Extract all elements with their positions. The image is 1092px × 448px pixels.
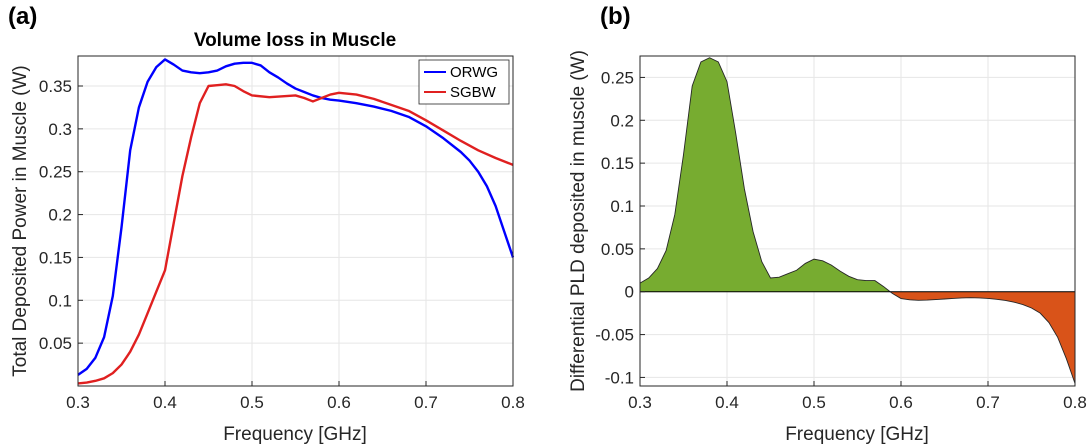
panel-b: (b) 0.3 0.4 0.5 0.6 0.7 0.8 -0.1 -0.05 0 0.05 0.1… [568, 3, 1087, 445]
panel-b-xticks: 0.3 0.4 0.5 0.6 0.7 0.8 [628, 381, 1087, 412]
panel-a-label: (a) [8, 3, 37, 30]
a-xtick-label: 0.5 [240, 393, 264, 412]
b-xtick-label: 0.5 [802, 393, 826, 412]
b-ytick-label: 0.25 [601, 68, 634, 87]
differential-outline [639, 57, 1076, 384]
b-xtick-label: 0.7 [976, 393, 1000, 412]
legend-box [418, 59, 510, 105]
a-ytick-label: 0.3 [48, 120, 72, 139]
panel-b-yticks: -0.1 -0.05 0 0.05 0.1 0.15 0.2 0.25 [595, 68, 645, 387]
a-xtick-label: 0.6 [327, 393, 351, 412]
panel-b-label: (b) [600, 3, 631, 30]
a-ytick-label: 0.1 [48, 291, 72, 310]
b-xtick-label: 0.4 [715, 393, 739, 412]
legend-orwg-label: ORWG [450, 64, 498, 81]
a-ytick-label: 0.25 [39, 163, 72, 182]
a-xtick-label: 0.4 [153, 393, 177, 412]
panel-b-xlabel: Frequency [GHz] [785, 424, 929, 445]
series-line-sgbw [77, 83, 514, 385]
b-xtick-label: 0.3 [628, 393, 652, 412]
panel-a-xlabel: Frequency [GHz] [223, 424, 367, 445]
b-ytick-label: 0.1 [610, 197, 634, 216]
a-xtick-label: 0.7 [414, 393, 438, 412]
panel-a: (a) Volume loss in Muscle 0.3 0.4 0.5 0.6 0.… [8, 3, 525, 445]
panel-a-plot-area [78, 56, 513, 386]
a-ytick-label: 0.2 [48, 206, 72, 225]
a-ytick-label: 0.35 [39, 77, 72, 96]
b-ytick-label: 0 [625, 283, 634, 302]
a-xtick-label: 0.3 [66, 393, 90, 412]
negative-area [640, 291, 1075, 384]
b-ytick-label: 0.05 [601, 240, 634, 259]
panel-a-ylabel: Total Deposited Power in Muscle (W) [10, 65, 31, 377]
b-xtick-label: 0.8 [1063, 393, 1087, 412]
panel-a-yticks: 0.05 0.1 0.15 0.2 0.25 0.3 0.35 [39, 77, 83, 353]
a-ytick-label: 0.05 [39, 334, 72, 353]
b-ytick-label: -0.1 [605, 368, 634, 387]
panel-a-axes-box [77, 55, 514, 387]
b-ytick-label: 0.2 [610, 111, 634, 130]
panel-a-title: Volume loss in Muscle [194, 30, 396, 51]
series-line-orwg [77, 58, 515, 376]
a-xtick-label: 0.8 [501, 393, 525, 412]
panel-a-xticks: 0.3 0.4 0.5 0.6 0.7 0.8 [66, 381, 525, 412]
panel-b-ylabel: Differential PLD deposited in muscle (W) [568, 50, 589, 392]
b-ytick-label: 0.15 [601, 154, 634, 173]
positive-area [640, 57, 1075, 292]
panel-b-axes-box [639, 55, 1076, 387]
panel-b-series [639, 57, 1076, 384]
panel-a-legend: ORWG SGBW [418, 59, 510, 105]
b-xtick-label: 0.6 [889, 393, 913, 412]
panel-a-series [77, 58, 515, 385]
a-ytick-label: 0.15 [39, 248, 72, 267]
legend-sgbw-label: SGBW [450, 84, 497, 101]
b-ytick-label: -0.05 [595, 326, 634, 345]
